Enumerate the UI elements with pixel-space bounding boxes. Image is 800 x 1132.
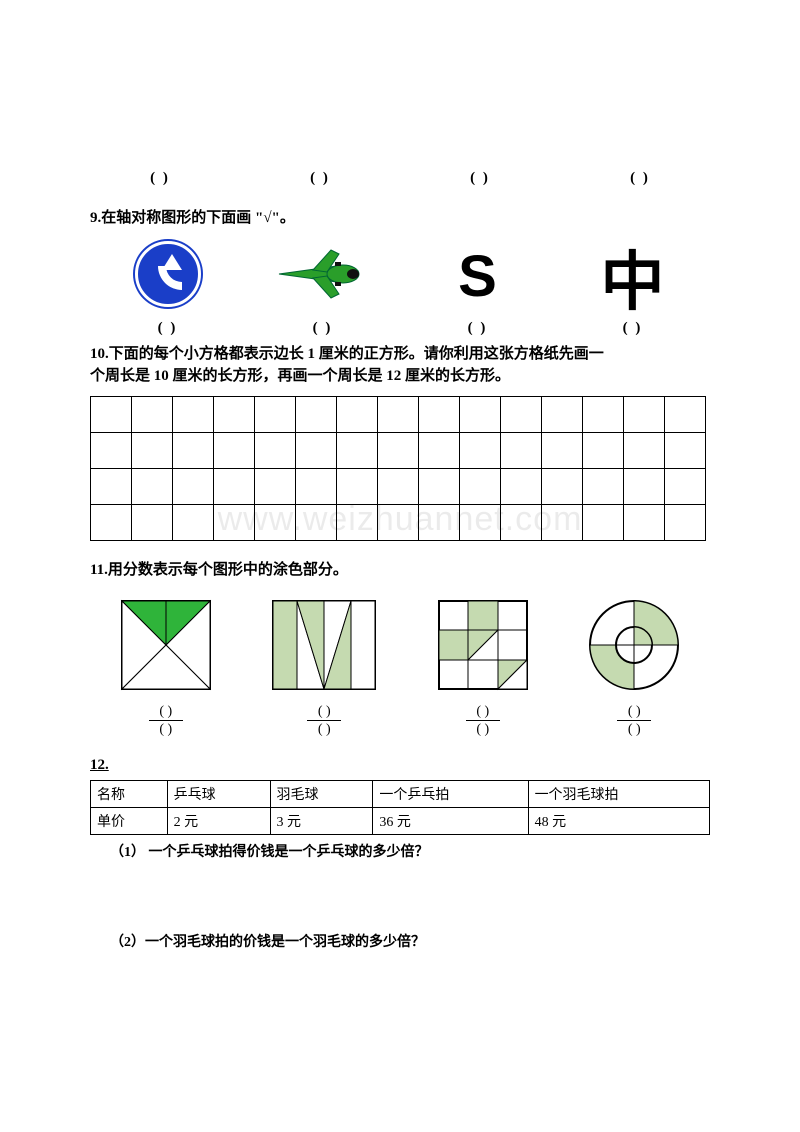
grid-paper [90,396,706,541]
fraction-fig-1: ( )( ) [118,597,214,738]
char-zhong: 中 [573,231,693,323]
paren-q9-1: ( ) [108,320,228,337]
fraction-fig-2: ( )( ) [269,597,379,738]
price-table: 名称乒乓球羽毛球一个乒乓拍一个羽毛球拍 单价2 元3 元36 元48 元 [90,780,710,835]
paren-q9-3: ( ) [418,320,538,337]
question-10-text-a: 10.下面的每个小方格都表示边长 1 厘米的正方形。请你利用这张方格纸先画一 [90,343,710,366]
fraction-fig-3: ( )( ) [435,597,531,738]
traffic-sign-icon [108,241,228,312]
answer-paren-row-top: ( ) ( ) ( ) ( ) [90,170,710,187]
question-12-2: （2）一个羽毛球拍的价钱是一个羽毛球的多少倍？ [90,931,710,951]
jet-plane-icon [263,246,383,307]
question-12-label: 12. [90,754,710,777]
question-10-text-b: 个周长是 10 厘米的长方形，再画一个周长是 12 厘米的长方形。 [90,365,710,388]
fraction-blank-4: ( )( ) [586,704,682,738]
fraction-blank-2: ( )( ) [269,704,379,738]
fraction-blank-1: ( )( ) [118,704,214,738]
paren-q9-4: ( ) [573,320,693,337]
symmetry-images-row: S 中 [90,238,710,316]
paren-2: ( ) [260,170,380,187]
paren-1: ( ) [100,170,220,187]
question-9-text: 9.在轴对称图形的下面画 "√"。 [90,207,710,230]
fraction-figures-row: ( )( ) ( )( ) [90,597,710,738]
fraction-fig-4: ( )( ) [586,597,682,738]
fraction-blank-3: ( )( ) [435,704,531,738]
paren-3: ( ) [420,170,540,187]
question-11-text: 11.用分数表示每个图形中的涂色部分。 [90,559,710,582]
letter-s: S [418,243,538,310]
paren-4: ( ) [580,170,700,187]
paren-q9-2: ( ) [263,320,383,337]
answer-paren-row-q9: ( ) ( ) ( ) ( ) [90,320,710,337]
question-12-1: （1） 一个乒乓球拍得价钱是一个乒乓球的多少倍？ [90,841,710,861]
